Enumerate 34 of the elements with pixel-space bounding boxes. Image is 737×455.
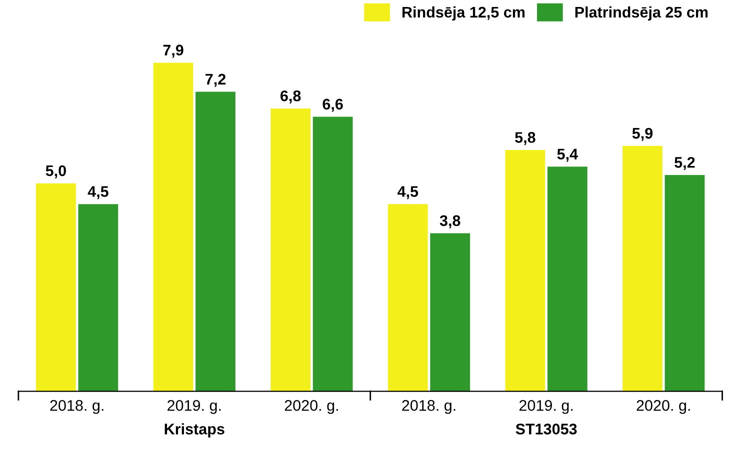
data-label: 6,6 bbox=[322, 98, 343, 112]
data-label: 5,9 bbox=[632, 128, 653, 141]
data-label: 5,4 bbox=[557, 148, 578, 162]
bar bbox=[664, 175, 705, 392]
data-label: 7,9 bbox=[163, 44, 184, 58]
x-tick-label: 2018. g. bbox=[50, 400, 104, 414]
bar bbox=[153, 62, 194, 392]
x-tick-label: 2019. g. bbox=[519, 400, 573, 414]
bar bbox=[622, 146, 662, 392]
bar bbox=[36, 183, 76, 392]
text: Kristaps bbox=[164, 423, 224, 438]
bar bbox=[505, 150, 546, 392]
bar bbox=[78, 204, 118, 392]
data-label: 5,0 bbox=[46, 165, 66, 178]
bar bbox=[270, 108, 311, 392]
data-label: 5,8 bbox=[515, 132, 536, 146]
data-label: 7,2 bbox=[206, 74, 226, 87]
x-tick-label: 2018. g. bbox=[402, 400, 456, 414]
bar bbox=[196, 92, 236, 392]
x-tick-label: 2019. g. bbox=[168, 400, 221, 414]
legend-label: Rindsēja 12,5 cm bbox=[402, 6, 525, 21]
bar bbox=[312, 116, 353, 392]
bar bbox=[547, 166, 588, 392]
x-tick-label: 2020. g. bbox=[284, 400, 338, 414]
data-label: 4,5 bbox=[397, 186, 418, 200]
x-tick-label: 2020. g. bbox=[636, 400, 690, 414]
data-label: 3,8 bbox=[440, 215, 460, 228]
data-label: 4,5 bbox=[88, 186, 108, 200]
bar bbox=[430, 233, 470, 392]
data-label: 5,2 bbox=[674, 156, 695, 170]
data-label: 6,8 bbox=[280, 90, 301, 104]
bar bbox=[388, 204, 428, 392]
text: ST13053 bbox=[516, 424, 577, 434]
legend-label: Platrindsēja 25 cm bbox=[575, 6, 708, 21]
